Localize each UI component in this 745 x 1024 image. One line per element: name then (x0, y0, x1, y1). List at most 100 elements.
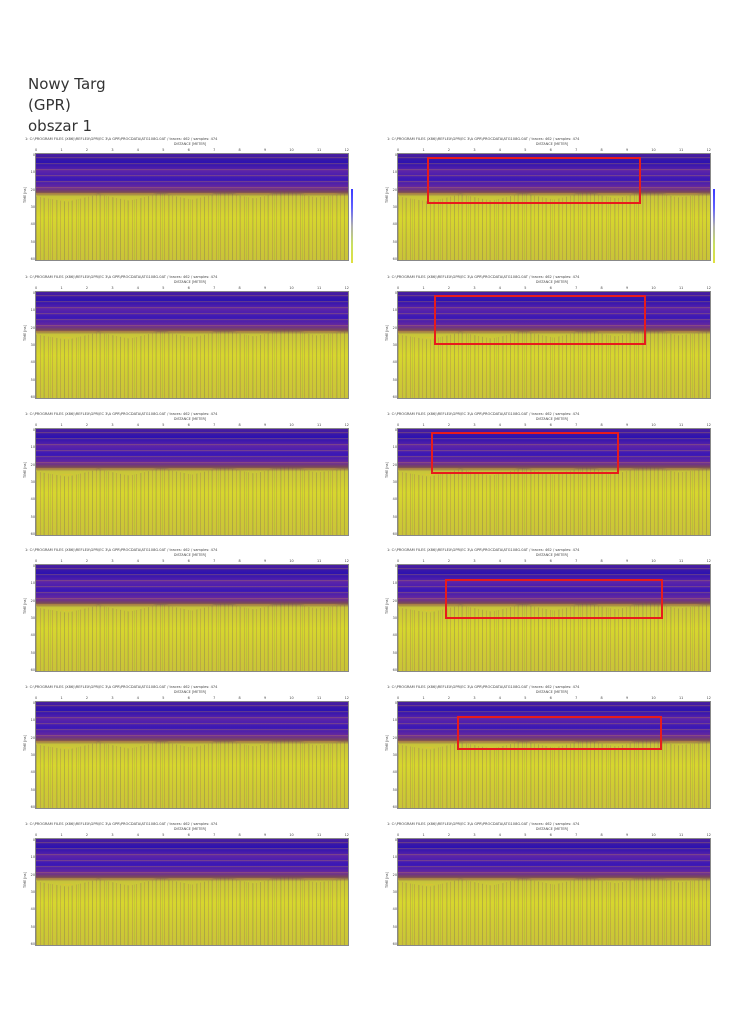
x-axis-title: DISTANCE [METER] (173, 553, 207, 557)
y-tick-label: 0 (394, 428, 397, 432)
y-tick-label: 0 (32, 701, 35, 705)
y-tick-label: 40 (30, 497, 35, 502)
x-tick-label: 2 (447, 559, 451, 563)
y-axis-title: TIME [ns] (385, 325, 389, 341)
x-tick-label: 1 (60, 833, 63, 837)
x-tick-label: 0 (35, 833, 38, 837)
y-axis-title: TIME [ns] (23, 325, 27, 341)
x-tick-label: 4 (136, 559, 139, 563)
y-axis-ticks: 0 10 20 30 40 50 60 (390, 428, 397, 536)
x-tick-label: 3 (111, 423, 114, 427)
x-tick-label: 0 (397, 286, 400, 290)
y-tick-label: 40 (30, 633, 35, 638)
y-tick-label: 0 (394, 291, 397, 295)
x-tick-label: 11 (678, 833, 684, 837)
gpr-panel-row3-right: 1: C:\PROGRAM FILES (X86)\REFLEX\GPR\EC … (385, 412, 717, 540)
x-tick-label: 5 (524, 286, 527, 290)
x-tick-label: 9 (263, 423, 267, 427)
gpr-panel-row2-left: 1: C:\PROGRAM FILES (X86)\REFLEX\GPR\EC … (23, 275, 355, 403)
y-tick-label: 20 (30, 598, 35, 603)
x-tick-label: 8 (238, 286, 241, 290)
y-axis-ticks: 0 10 20 30 40 50 60 (390, 153, 397, 261)
x-tick-label: 4 (498, 696, 501, 700)
x-tick-label: 8 (600, 696, 603, 700)
y-tick-label: 60 (392, 256, 397, 261)
y-tick-label: 30 (392, 204, 397, 209)
radargram-plot (397, 428, 711, 536)
scatter-noise (36, 466, 348, 535)
y-tick-label: 10 (392, 445, 397, 450)
y-tick-label: 60 (30, 394, 35, 399)
x-tick-label: 7 (575, 423, 578, 427)
x-tick-label: 1 (422, 559, 425, 563)
x-tick-label: 7 (213, 559, 216, 563)
x-axis-title: DISTANCE [METER] (535, 417, 569, 421)
x-axis-title: DISTANCE [METER] (173, 280, 207, 284)
y-tick-label: 0 (32, 291, 35, 295)
radargram-plot (397, 291, 711, 399)
y-tick-label: 60 (392, 394, 397, 399)
y-axis-ticks: 0 10 20 30 40 50 60 (28, 701, 35, 809)
scatter-noise (36, 876, 348, 945)
x-axis-title: DISTANCE [METER] (173, 417, 207, 421)
panel-header: 1: C:\PROGRAM FILES (X86)\REFLEX\GPR\EC … (387, 275, 580, 279)
x-tick-label: 1 (422, 696, 425, 700)
y-tick-label: 50 (30, 650, 35, 655)
panel-header: 1: C:\PROGRAM FILES (X86)\REFLEX\GPR\EC … (25, 548, 218, 552)
gpr-panel-row4-left: 1: C:\PROGRAM FILES (X86)\REFLEX\GPR\EC … (23, 548, 355, 676)
x-tick-label: 2 (447, 833, 451, 837)
y-tick-label: 10 (392, 581, 397, 586)
y-axis-title: TIME [ns] (23, 872, 27, 888)
y-axis-title: TIME [ns] (23, 735, 27, 751)
y-tick-label: 20 (30, 462, 35, 467)
y-tick-label: 40 (30, 360, 35, 365)
x-tick-label: 12 (344, 696, 349, 700)
y-tick-label: 30 (30, 615, 35, 620)
x-tick-label: 1 (422, 833, 425, 837)
x-tick-label: 8 (600, 148, 603, 152)
y-tick-label: 0 (32, 428, 35, 432)
x-tick-label: 1 (60, 423, 63, 427)
y-tick-label: 50 (392, 239, 397, 244)
y-tick-label: 50 (30, 377, 35, 382)
x-tick-label: 1 (422, 148, 425, 152)
x-tick-label: 12 (706, 696, 711, 700)
panel-header: 1: C:\PROGRAM FILES (X86)\REFLEX\GPR\EC … (387, 412, 580, 416)
y-tick-label: 40 (392, 497, 397, 502)
roi-rectangle (457, 716, 662, 750)
y-tick-label: 50 (392, 377, 397, 382)
x-tick-label: 1 (60, 286, 63, 290)
x-tick-label: 12 (706, 559, 711, 563)
x-tick-label: 2 (85, 423, 89, 427)
x-tick-label: 9 (625, 148, 629, 152)
x-tick-label: 3 (473, 423, 476, 427)
x-tick-label: 6 (187, 148, 190, 152)
x-tick-label: 0 (397, 833, 400, 837)
x-tick-label: 11 (678, 286, 684, 290)
y-tick-label: 50 (30, 924, 35, 929)
x-tick-label: 11 (316, 559, 322, 563)
y-tick-label: 30 (392, 889, 397, 894)
colorbar (713, 189, 715, 263)
x-axis-ticks: 0 1 2 3 4 5 6 7 8 9 10 11 12 (35, 148, 349, 153)
x-axis-ticks: 0 1 2 3 4 5 6 7 8 9 10 11 12 (397, 423, 711, 428)
y-tick-label: 10 (30, 718, 35, 723)
x-tick-label: 3 (473, 833, 476, 837)
x-tick-label: 2 (85, 833, 89, 837)
y-tick-label: 20 (392, 872, 397, 877)
x-tick-label: 11 (316, 286, 322, 290)
x-tick-label: 3 (473, 286, 476, 290)
x-tick-label: 6 (187, 286, 190, 290)
y-tick-label: 20 (30, 735, 35, 740)
x-tick-label: 7 (213, 286, 216, 290)
x-tick-label: 7 (575, 559, 578, 563)
x-axis-ticks: 0 1 2 3 4 5 6 7 8 9 10 11 12 (35, 559, 349, 564)
x-tick-label: 10 (289, 696, 294, 700)
x-tick-label: 5 (162, 833, 165, 837)
x-axis-title: DISTANCE [METER] (535, 280, 569, 284)
x-axis-title: DISTANCE [METER] (173, 142, 207, 146)
x-tick-label: 7 (213, 423, 216, 427)
x-tick-label: 4 (498, 559, 501, 563)
y-tick-label: 50 (30, 514, 35, 519)
x-tick-label: 3 (473, 559, 476, 563)
